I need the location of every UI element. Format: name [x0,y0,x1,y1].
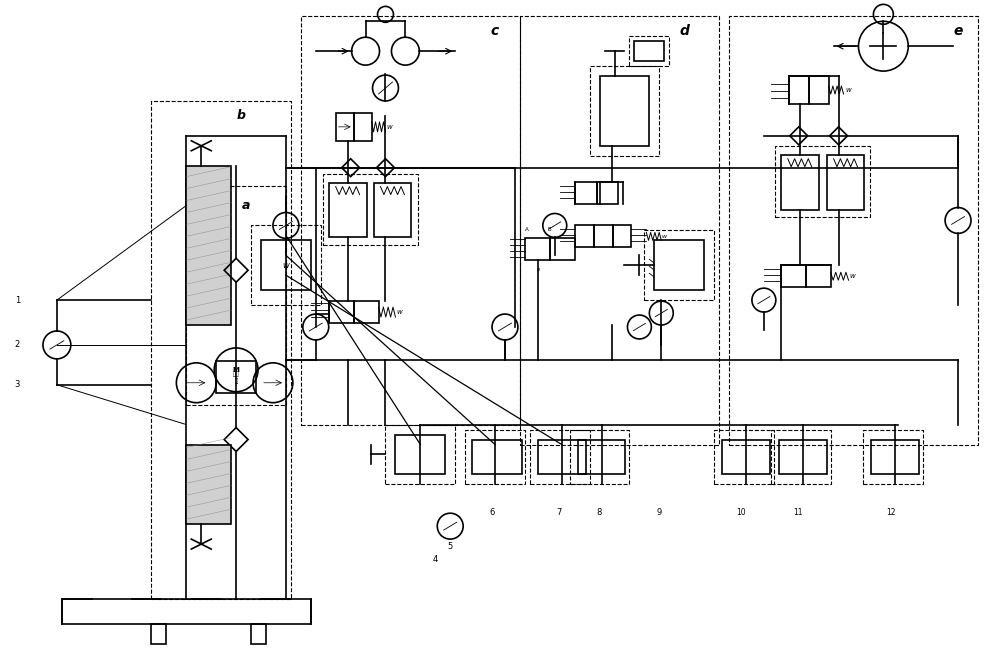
Text: 12: 12 [886,508,895,517]
Text: M: M [233,367,240,373]
Bar [530,430,590,484]
Bar [613,225,631,248]
Text: B: B [548,227,552,232]
Bar [520,16,719,445]
Text: e: e [953,24,963,38]
Bar [600,76,649,146]
Bar [301,16,520,424]
Bar [781,265,806,287]
Bar [354,113,372,141]
Bar [594,225,613,248]
Text: w: w [282,261,289,270]
Text: 10: 10 [736,508,746,517]
Bar [251,225,321,305]
Text: 1: 1 [15,295,20,305]
Bar [354,301,379,323]
Bar [863,430,923,484]
Text: d: d [679,24,689,38]
Bar [525,238,550,260]
Bar [186,166,231,325]
Bar [729,16,978,445]
Text: 4: 4 [433,555,438,563]
Text: w: w [850,273,855,279]
Text: w: w [397,309,402,315]
Bar [775,146,870,217]
Bar [654,240,704,290]
Bar [578,440,625,474]
Bar [809,76,829,104]
Text: 8: 8 [596,508,602,517]
Text: b: b [237,109,246,122]
Bar [771,430,831,484]
Bar [806,265,831,287]
Text: 7: 7 [556,508,562,517]
Bar [395,434,445,474]
Bar [597,181,618,204]
Bar [251,624,266,644]
Bar [714,430,774,484]
Text: w: w [387,124,392,130]
Bar [151,624,166,644]
Bar [465,430,525,484]
Text: a: a [242,199,250,212]
Text: c: c [491,24,499,38]
Bar [216,361,256,393]
Bar [329,301,354,323]
Bar [151,101,291,599]
Bar [336,113,354,141]
Bar [186,445,231,524]
Bar [590,66,659,156]
Text: w: w [662,234,667,239]
Bar [634,41,664,61]
Text: P: P [536,268,539,272]
Bar [570,430,629,484]
Text: 6: 6 [490,508,495,517]
Bar [374,183,411,237]
Bar [186,185,286,405]
Bar [385,424,455,484]
Text: 2: 2 [15,341,20,349]
Bar [827,155,864,210]
Bar [575,225,594,248]
Text: A: A [525,227,529,232]
Bar [871,440,919,474]
Text: 5: 5 [448,542,453,551]
Bar [261,240,311,290]
Bar [781,155,819,210]
Bar [644,231,714,300]
Text: 分动
箱: 分动 箱 [233,372,239,384]
Text: 9: 9 [656,508,661,517]
Text: 11: 11 [793,508,803,517]
Bar [323,174,418,246]
Bar [629,36,669,66]
Bar [550,238,575,260]
Text: w: w [846,87,851,93]
Bar [722,440,770,474]
Text: 3: 3 [15,381,20,389]
Bar [538,440,586,474]
Bar [575,181,597,204]
Bar [789,76,809,104]
Bar [472,440,522,474]
Bar [779,440,827,474]
Bar [329,183,367,237]
Bar [62,599,311,624]
